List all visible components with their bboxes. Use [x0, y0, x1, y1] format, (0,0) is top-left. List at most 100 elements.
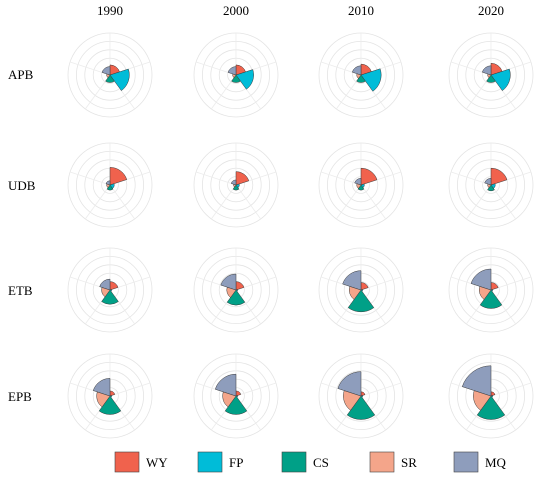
panel-etb-2000	[193, 247, 279, 333]
wedge-mq	[99, 278, 111, 291]
panel-epb-2010	[318, 353, 404, 439]
wedge-wy	[360, 282, 369, 291]
wedge-wy	[235, 171, 250, 186]
grid-spoke	[450, 171, 492, 186]
legend-label-cs: CS	[313, 455, 329, 470]
legend-swatch-mq	[453, 451, 479, 473]
wedge-wy	[490, 282, 499, 291]
wedge-cs	[347, 289, 375, 313]
wedge-cs	[98, 395, 122, 415]
wedge-fp	[235, 69, 254, 90]
wedge-wy	[490, 167, 508, 186]
row-label-apb: APB	[8, 67, 34, 82]
grid-spoke	[360, 184, 387, 220]
grid-spoke	[360, 382, 402, 397]
grid-spoke	[69, 171, 111, 186]
grid-spoke	[235, 184, 262, 220]
panel-epb-2000	[193, 353, 279, 439]
panel-epb-2020	[448, 353, 534, 439]
wedge-mq	[220, 273, 237, 291]
panel-apb-1990	[67, 32, 153, 118]
wedge-cs	[479, 289, 503, 309]
legend-swatch-fp	[197, 451, 223, 473]
panel-apb-2010	[318, 32, 404, 118]
wedge-mq	[354, 178, 362, 186]
grid-spoke	[490, 382, 532, 397]
wedge-mq	[227, 66, 237, 76]
legend-swatch-cs	[281, 451, 307, 473]
grid-spoke	[109, 184, 136, 220]
wedge-fp	[490, 68, 511, 91]
column-labels: 1990 2000 2010 2020	[97, 3, 504, 18]
panel-epb-1990	[67, 353, 153, 439]
legend: WY FP CS SR MQ	[114, 451, 507, 473]
wedge-cs	[101, 289, 119, 305]
polar-panels	[67, 32, 534, 439]
column-label-1990: 1990	[97, 3, 123, 18]
wedge-mq	[342, 270, 362, 291]
row-label-etb: ETB	[8, 283, 33, 298]
row-label-udb: UDB	[8, 178, 36, 193]
wedge-wy	[235, 281, 245, 291]
panel-apb-2000	[193, 32, 279, 118]
grid-spoke	[320, 171, 362, 186]
column-label-2000: 2000	[223, 3, 249, 18]
legend-label-mq: MQ	[485, 455, 507, 470]
grid-spoke	[84, 184, 111, 220]
grid-spoke	[465, 184, 492, 220]
grid-spoke	[195, 171, 237, 186]
panel-etb-2020	[448, 247, 534, 333]
wedge-wy	[360, 167, 378, 186]
panel-udb-2010	[318, 142, 404, 228]
panel-udb-1990	[67, 142, 153, 228]
wedge-cs	[226, 289, 246, 306]
wedge-wy	[490, 391, 496, 397]
column-label-2010: 2010	[348, 3, 374, 18]
panel-etb-2010	[318, 247, 404, 333]
wedge-wy	[109, 167, 128, 186]
wedge-wy	[235, 390, 242, 397]
legend-swatch-sr	[369, 451, 395, 473]
column-label-2020: 2020	[478, 3, 504, 18]
wedge-wy	[109, 390, 116, 397]
wedge-mq	[351, 65, 362, 76]
wedge-mq	[461, 365, 492, 397]
wedge-mq	[484, 178, 492, 186]
panel-udb-2020	[448, 142, 534, 228]
wedge-wy	[360, 391, 366, 397]
legend-label-sr: SR	[401, 455, 417, 470]
wedge-mq	[230, 179, 237, 186]
panel-apb-2020	[448, 32, 534, 118]
wedge-mq	[101, 66, 111, 76]
wedge-wy	[109, 281, 119, 291]
wedge-mq	[105, 180, 111, 186]
grid-spoke	[335, 184, 362, 220]
wedge-cs	[486, 74, 496, 83]
wedge-cs	[346, 395, 376, 420]
legend-label-wy: WY	[146, 455, 168, 470]
wedge-mq	[337, 371, 362, 397]
row-labels: APB UDB ETB EPB	[8, 67, 36, 404]
wedge-cs	[487, 184, 495, 192]
wedge-cs	[476, 395, 506, 420]
wedge-cs	[224, 395, 248, 415]
wedge-cs	[231, 74, 241, 83]
wedge-cs	[232, 184, 240, 191]
grid-spoke	[235, 382, 277, 397]
wedge-cs	[356, 74, 366, 83]
panel-udb-2000	[193, 142, 279, 228]
wedge-mq	[481, 65, 492, 76]
wedge-cs	[105, 74, 115, 83]
panel-etb-1990	[67, 247, 153, 333]
wedge-mq	[92, 378, 111, 397]
grid-spoke	[109, 382, 151, 397]
grid-spoke	[210, 184, 237, 220]
legend-label-fp: FP	[229, 455, 243, 470]
wedge-cs	[357, 184, 365, 191]
wedge-mq	[214, 373, 237, 397]
row-label-epb: EPB	[8, 389, 32, 404]
wedge-fp	[109, 68, 130, 91]
grid-spoke	[490, 184, 517, 220]
wedge-cs	[106, 184, 114, 191]
